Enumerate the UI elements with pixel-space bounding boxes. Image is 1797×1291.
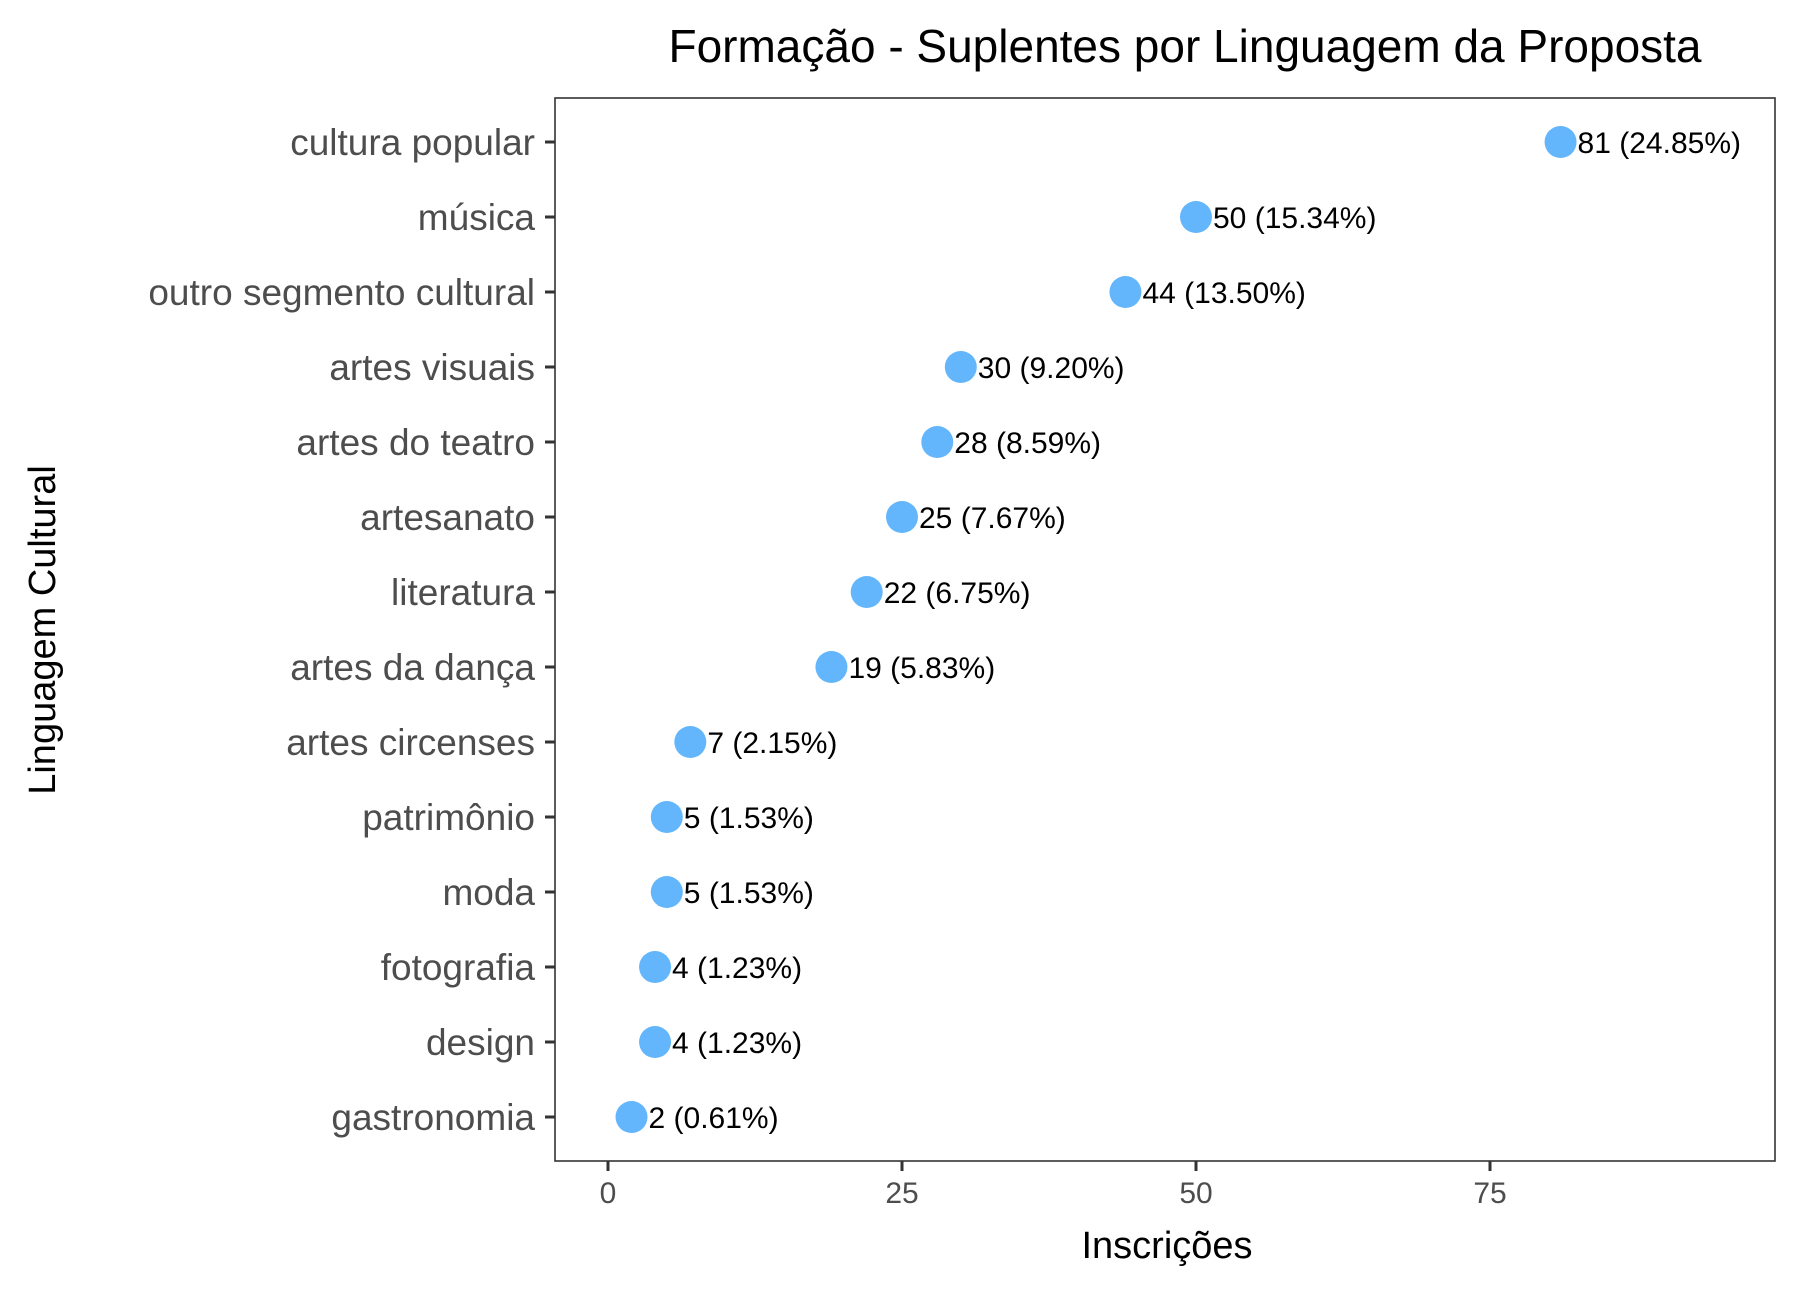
chart-title: Formação - Suplentes por Linguagem da Pr… [668, 20, 1701, 72]
data-label: 7 (2.15%) [707, 727, 837, 760]
data-label: 44 (13.50%) [1142, 277, 1305, 310]
x-tick-label: 50 [1179, 1177, 1212, 1210]
y-tick-label: artes do teatro [296, 422, 535, 463]
y-tick-label: artes visuais [329, 347, 535, 388]
y-tick-label: gastronomia [331, 1097, 535, 1138]
data-point [850, 576, 883, 608]
y-tick-label: patrimônio [362, 797, 535, 838]
y-tick-label: literatura [391, 572, 535, 613]
data-label: 5 (1.53%) [684, 877, 814, 910]
data-point [921, 426, 954, 458]
data-labels: 81 (24.85%) 50 (15.34%) 44 (13.50%) 30 (9.2… [649, 127, 1741, 1135]
data-point [1180, 201, 1212, 233]
y-tick-label: outro segmento cultural [148, 272, 535, 313]
x-tick-label: 0 [600, 1177, 617, 1210]
y-tick-label: fotografia [381, 947, 536, 988]
data-point [650, 801, 683, 833]
data-point [815, 651, 848, 683]
data-point [1109, 276, 1142, 308]
data-point [886, 501, 918, 533]
plot-panel [554, 97, 1776, 1162]
x-tick-label: 25 [885, 1177, 918, 1210]
data-point [944, 351, 977, 383]
data-point [639, 1026, 672, 1058]
data-label: 30 (9.20%) [978, 352, 1125, 385]
y-tick-label: artesanato [360, 497, 535, 538]
data-point [1544, 126, 1577, 158]
data-point [650, 876, 683, 908]
data-label: 28 (8.59%) [954, 427, 1101, 460]
data-point [674, 726, 707, 758]
y-axis-title: Linguagem Cultural [22, 465, 64, 795]
y-axis: cultura popular música outro segmento cult… [148, 122, 555, 1138]
x-axis: 0 25 50 75 [600, 1161, 1507, 1210]
data-label: 4 (1.23%) [672, 1027, 802, 1060]
y-tick-label: design [426, 1022, 535, 1063]
data-label: 25 (7.67%) [919, 502, 1066, 535]
x-axis-title: Inscrições [1081, 1225, 1252, 1267]
y-tick-label: música [418, 197, 536, 238]
data-label: 19 (5.83%) [848, 652, 995, 685]
data-label: 5 (1.53%) [684, 802, 814, 835]
y-tick-label: artes da dança [290, 647, 535, 688]
data-label: 50 (15.34%) [1213, 202, 1376, 235]
y-tick-label: artes circenses [286, 722, 535, 763]
data-point [639, 951, 672, 983]
data-label: 2 (0.61%) [649, 1102, 779, 1135]
x-tick-label: 75 [1473, 1177, 1506, 1210]
data-label: 22 (6.75%) [884, 577, 1031, 610]
data-point [615, 1101, 648, 1133]
data-points [615, 126, 1577, 1133]
y-tick-label: moda [442, 872, 535, 913]
y-tick-label: cultura popular [290, 122, 535, 163]
data-label: 81 (24.85%) [1578, 127, 1741, 160]
data-label: 4 (1.23%) [672, 952, 802, 985]
